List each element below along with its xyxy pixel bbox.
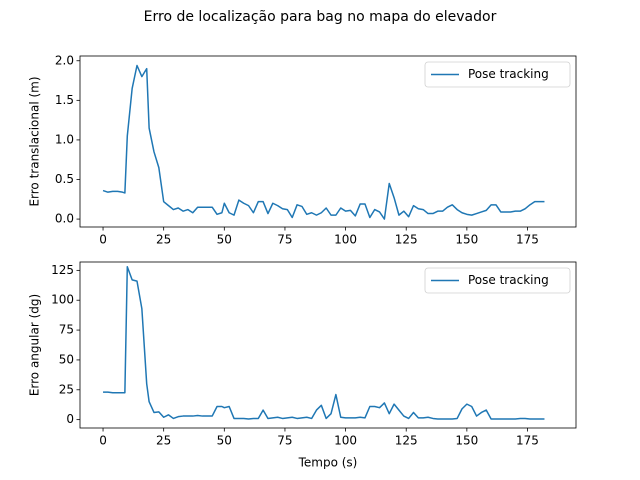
x-tick-label: 175 — [516, 434, 539, 448]
x-tick-label: 125 — [395, 434, 418, 448]
x-tick-label: 50 — [217, 434, 232, 448]
x-tick-label: 25 — [156, 434, 171, 448]
y-axis-label: Erro angular (dg) — [28, 294, 42, 396]
x-tick-label: 75 — [277, 233, 292, 247]
legend-label: Pose tracking — [468, 67, 549, 81]
axes-frame — [79, 55, 577, 228]
data-line — [102, 64, 545, 220]
x-axis-label: Tempo (s) — [298, 456, 358, 470]
x-tick-label: 50 — [217, 233, 232, 247]
axes-frame — [79, 261, 577, 429]
x-tick-label: 25 — [156, 233, 171, 247]
figure-title: Erro de localização para bag no mapa do … — [144, 9, 497, 25]
y-tick-label: 0 — [66, 412, 74, 426]
legend-label: Pose tracking — [468, 273, 549, 287]
y-axis-label: Erro translacional (m) — [28, 76, 42, 206]
x-tick-label: 125 — [395, 233, 418, 247]
y-tick-label: 0.0 — [55, 212, 74, 226]
x-tick-label: 150 — [455, 233, 478, 247]
y-tick-label: 75 — [59, 323, 74, 337]
y-tick-label: 1.0 — [55, 132, 74, 146]
x-tick-label: 100 — [334, 233, 357, 247]
x-tick-label: 150 — [455, 434, 478, 448]
x-tick-label: 75 — [277, 434, 292, 448]
y-tick-label: 25 — [59, 382, 74, 396]
y-tick-label: 1.5 — [55, 93, 74, 107]
x-tick-label: 100 — [334, 434, 357, 448]
legend-box — [424, 267, 571, 294]
y-tick-label: 50 — [59, 352, 74, 366]
y-tick-label: 125 — [51, 263, 74, 277]
y-tick-label: 0.5 — [55, 172, 74, 186]
x-tick-label: 0 — [99, 434, 107, 448]
x-tick-label: 175 — [516, 233, 539, 247]
data-line — [103, 266, 545, 420]
legend-box — [424, 61, 571, 88]
y-tick-label: 100 — [51, 293, 74, 307]
y-tick-label: 2.0 — [55, 53, 74, 67]
x-tick-label: 0 — [99, 233, 107, 247]
